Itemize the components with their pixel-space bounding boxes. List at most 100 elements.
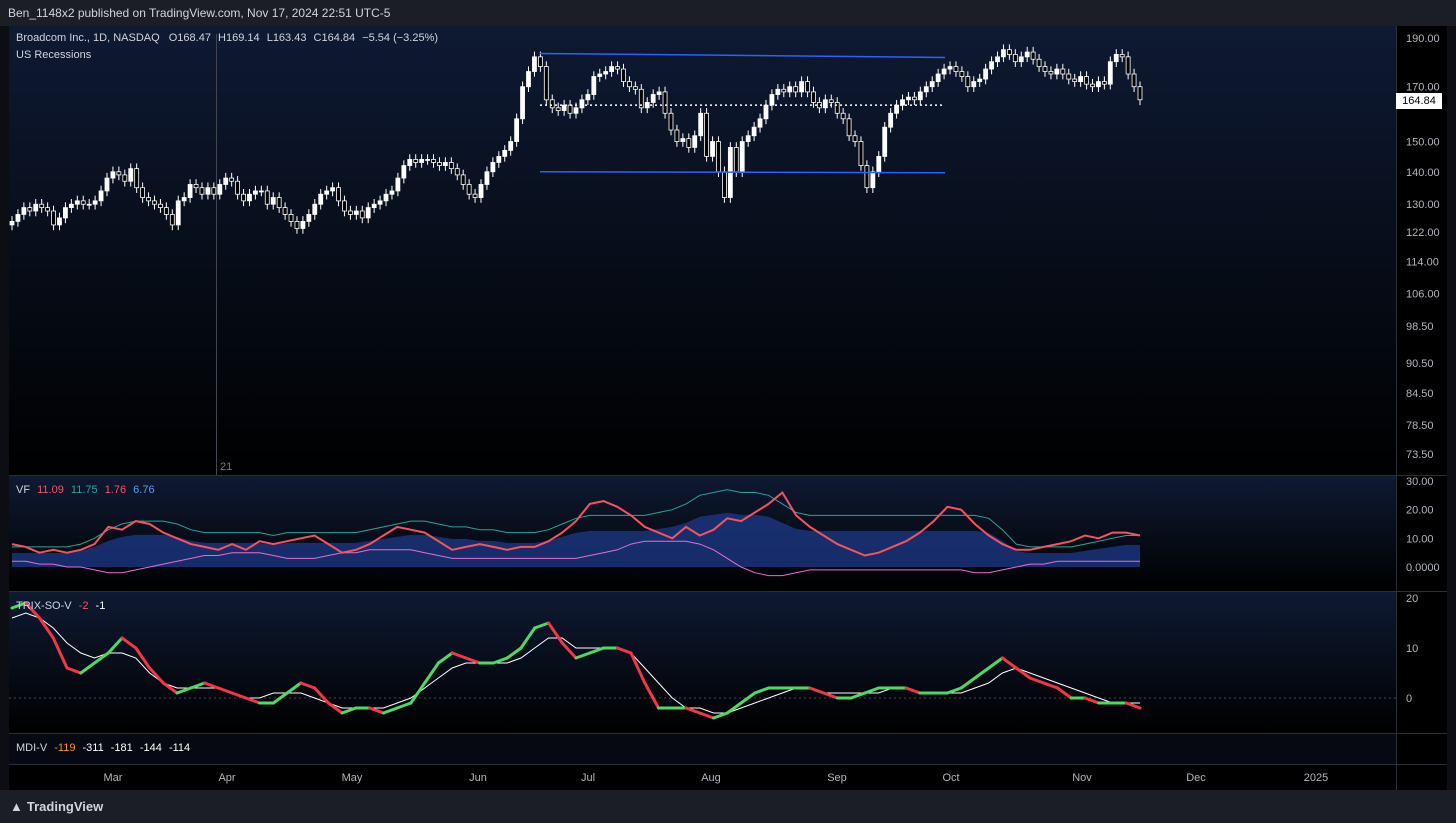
trix-segment: [491, 656, 509, 665]
candle-body: [621, 68, 626, 82]
candle-body: [716, 141, 721, 173]
candle-body: [704, 112, 710, 157]
trix-segment: [588, 646, 606, 655]
trix-value-2: -1: [95, 600, 106, 612]
candle-body: [852, 135, 858, 142]
time-tick-label: Sep: [827, 772, 847, 784]
trix-legend[interactable]: TRIX-SO-V -2 -1: [16, 600, 105, 612]
candle-body: [1036, 58, 1042, 67]
trix-segment: [203, 681, 220, 690]
vf-tick-label: 30.00: [1406, 476, 1434, 488]
candle-body: [751, 126, 757, 137]
change-value: −5.54 (−3.25%): [362, 32, 439, 44]
candle-body: [163, 207, 169, 215]
candle-body: [733, 147, 739, 173]
candle-body: [1131, 73, 1137, 88]
candle-body: [425, 159, 430, 161]
candle-body: [383, 193, 389, 202]
candle-body: [146, 197, 151, 202]
candle-body: [1090, 83, 1095, 88]
candle-body: [460, 174, 466, 185]
trix-tick-label: 20: [1406, 593, 1418, 605]
candle-body: [662, 91, 668, 114]
candle-body: [591, 76, 597, 95]
l-value: 163.43: [272, 32, 307, 44]
vf-title[interactable]: VF: [16, 484, 31, 496]
candle-body: [92, 200, 98, 205]
candle-body: [1006, 49, 1012, 55]
vf-tick-label: 0.0000: [1406, 562, 1440, 574]
mdi-legend[interactable]: MDI-V -119 -311 -181 -144 -114: [16, 742, 190, 754]
candle-body: [223, 177, 229, 185]
vf-red-line: [11, 490, 1141, 557]
overlay-title[interactable]: US Recessions: [16, 49, 92, 61]
overlay-legend[interactable]: US Recessions: [16, 49, 91, 61]
candle-body: [543, 66, 549, 101]
candle-body: [977, 78, 983, 82]
trix-segment: [574, 651, 592, 660]
vf-axis: 30.00 20.00 10.00 0.0000: [1406, 476, 1440, 574]
candle-body: [900, 99, 905, 106]
candle-body: [264, 190, 270, 205]
price-tick-label: 98.50: [1406, 321, 1434, 333]
candle-body: [318, 193, 324, 205]
trix-segment: [299, 681, 317, 690]
price-tick-label: 190.00: [1406, 33, 1440, 45]
candle-body: [799, 81, 804, 93]
candle-body: [638, 88, 644, 109]
channel-lower-line: [539, 171, 946, 174]
main-legend[interactable]: Broadcom Inc., 1D, NASDAQ O168.47 H169.1…: [16, 32, 438, 44]
vf-value-3: 1.76: [104, 484, 127, 496]
candle-body: [906, 96, 911, 101]
footer-bar: ▲ TradingView: [0, 790, 1456, 823]
candle-body: [929, 81, 935, 88]
candle-body: [526, 71, 531, 88]
vf-legend[interactable]: VF 11.09 11.75 1.76 6.76: [16, 484, 155, 496]
candle-body: [45, 207, 51, 212]
trix-lines: [10, 601, 1142, 720]
candle-body: [472, 193, 478, 198]
trix-pane-bg: [9, 592, 1396, 733]
candle-body: [128, 168, 134, 182]
tradingview-logo[interactable]: ▲ TradingView: [10, 799, 103, 814]
trix-value-1: -2: [78, 600, 89, 612]
candlestick-series: [9, 44, 1143, 234]
candle-body: [1012, 54, 1018, 63]
trix-title[interactable]: TRIX-SO-V: [16, 600, 72, 612]
trix-segment: [546, 621, 564, 645]
candle-body: [199, 187, 205, 195]
candle-body: [567, 104, 573, 114]
trix-segment: [987, 656, 1004, 670]
h-label: H: [218, 32, 226, 44]
candle-body: [110, 171, 116, 179]
tv-logo-icon: ▲: [10, 799, 23, 814]
candle-body: [597, 73, 603, 77]
candle-body: [1030, 51, 1036, 60]
candle-body: [917, 91, 923, 101]
trix-segment: [134, 646, 152, 670]
candle-body: [1018, 56, 1024, 63]
candle-body: [692, 135, 698, 148]
candle-body: [805, 81, 810, 93]
trix-segment: [519, 626, 537, 650]
candle-body: [959, 71, 965, 77]
candle-body: [555, 107, 561, 111]
candle-body: [68, 203, 74, 209]
mdi-title[interactable]: MDI-V: [16, 742, 48, 754]
candle-body: [995, 56, 1000, 63]
candle-body: [722, 171, 727, 198]
candle-body: [864, 165, 870, 189]
candle-body: [710, 141, 715, 157]
candle-body: [1001, 49, 1006, 58]
candle-body: [336, 187, 341, 202]
candle-body: [965, 76, 971, 88]
candle-body: [389, 190, 395, 195]
candle-body: [27, 207, 33, 212]
symbol-title[interactable]: Broadcom Inc., 1D, NASDAQ: [16, 32, 160, 44]
candle-body: [745, 135, 751, 142]
price-tick-label: 140.00: [1406, 167, 1440, 179]
candle-body: [181, 197, 187, 202]
price-tick-label: 84.50: [1406, 388, 1434, 400]
trix-segment: [24, 601, 42, 620]
